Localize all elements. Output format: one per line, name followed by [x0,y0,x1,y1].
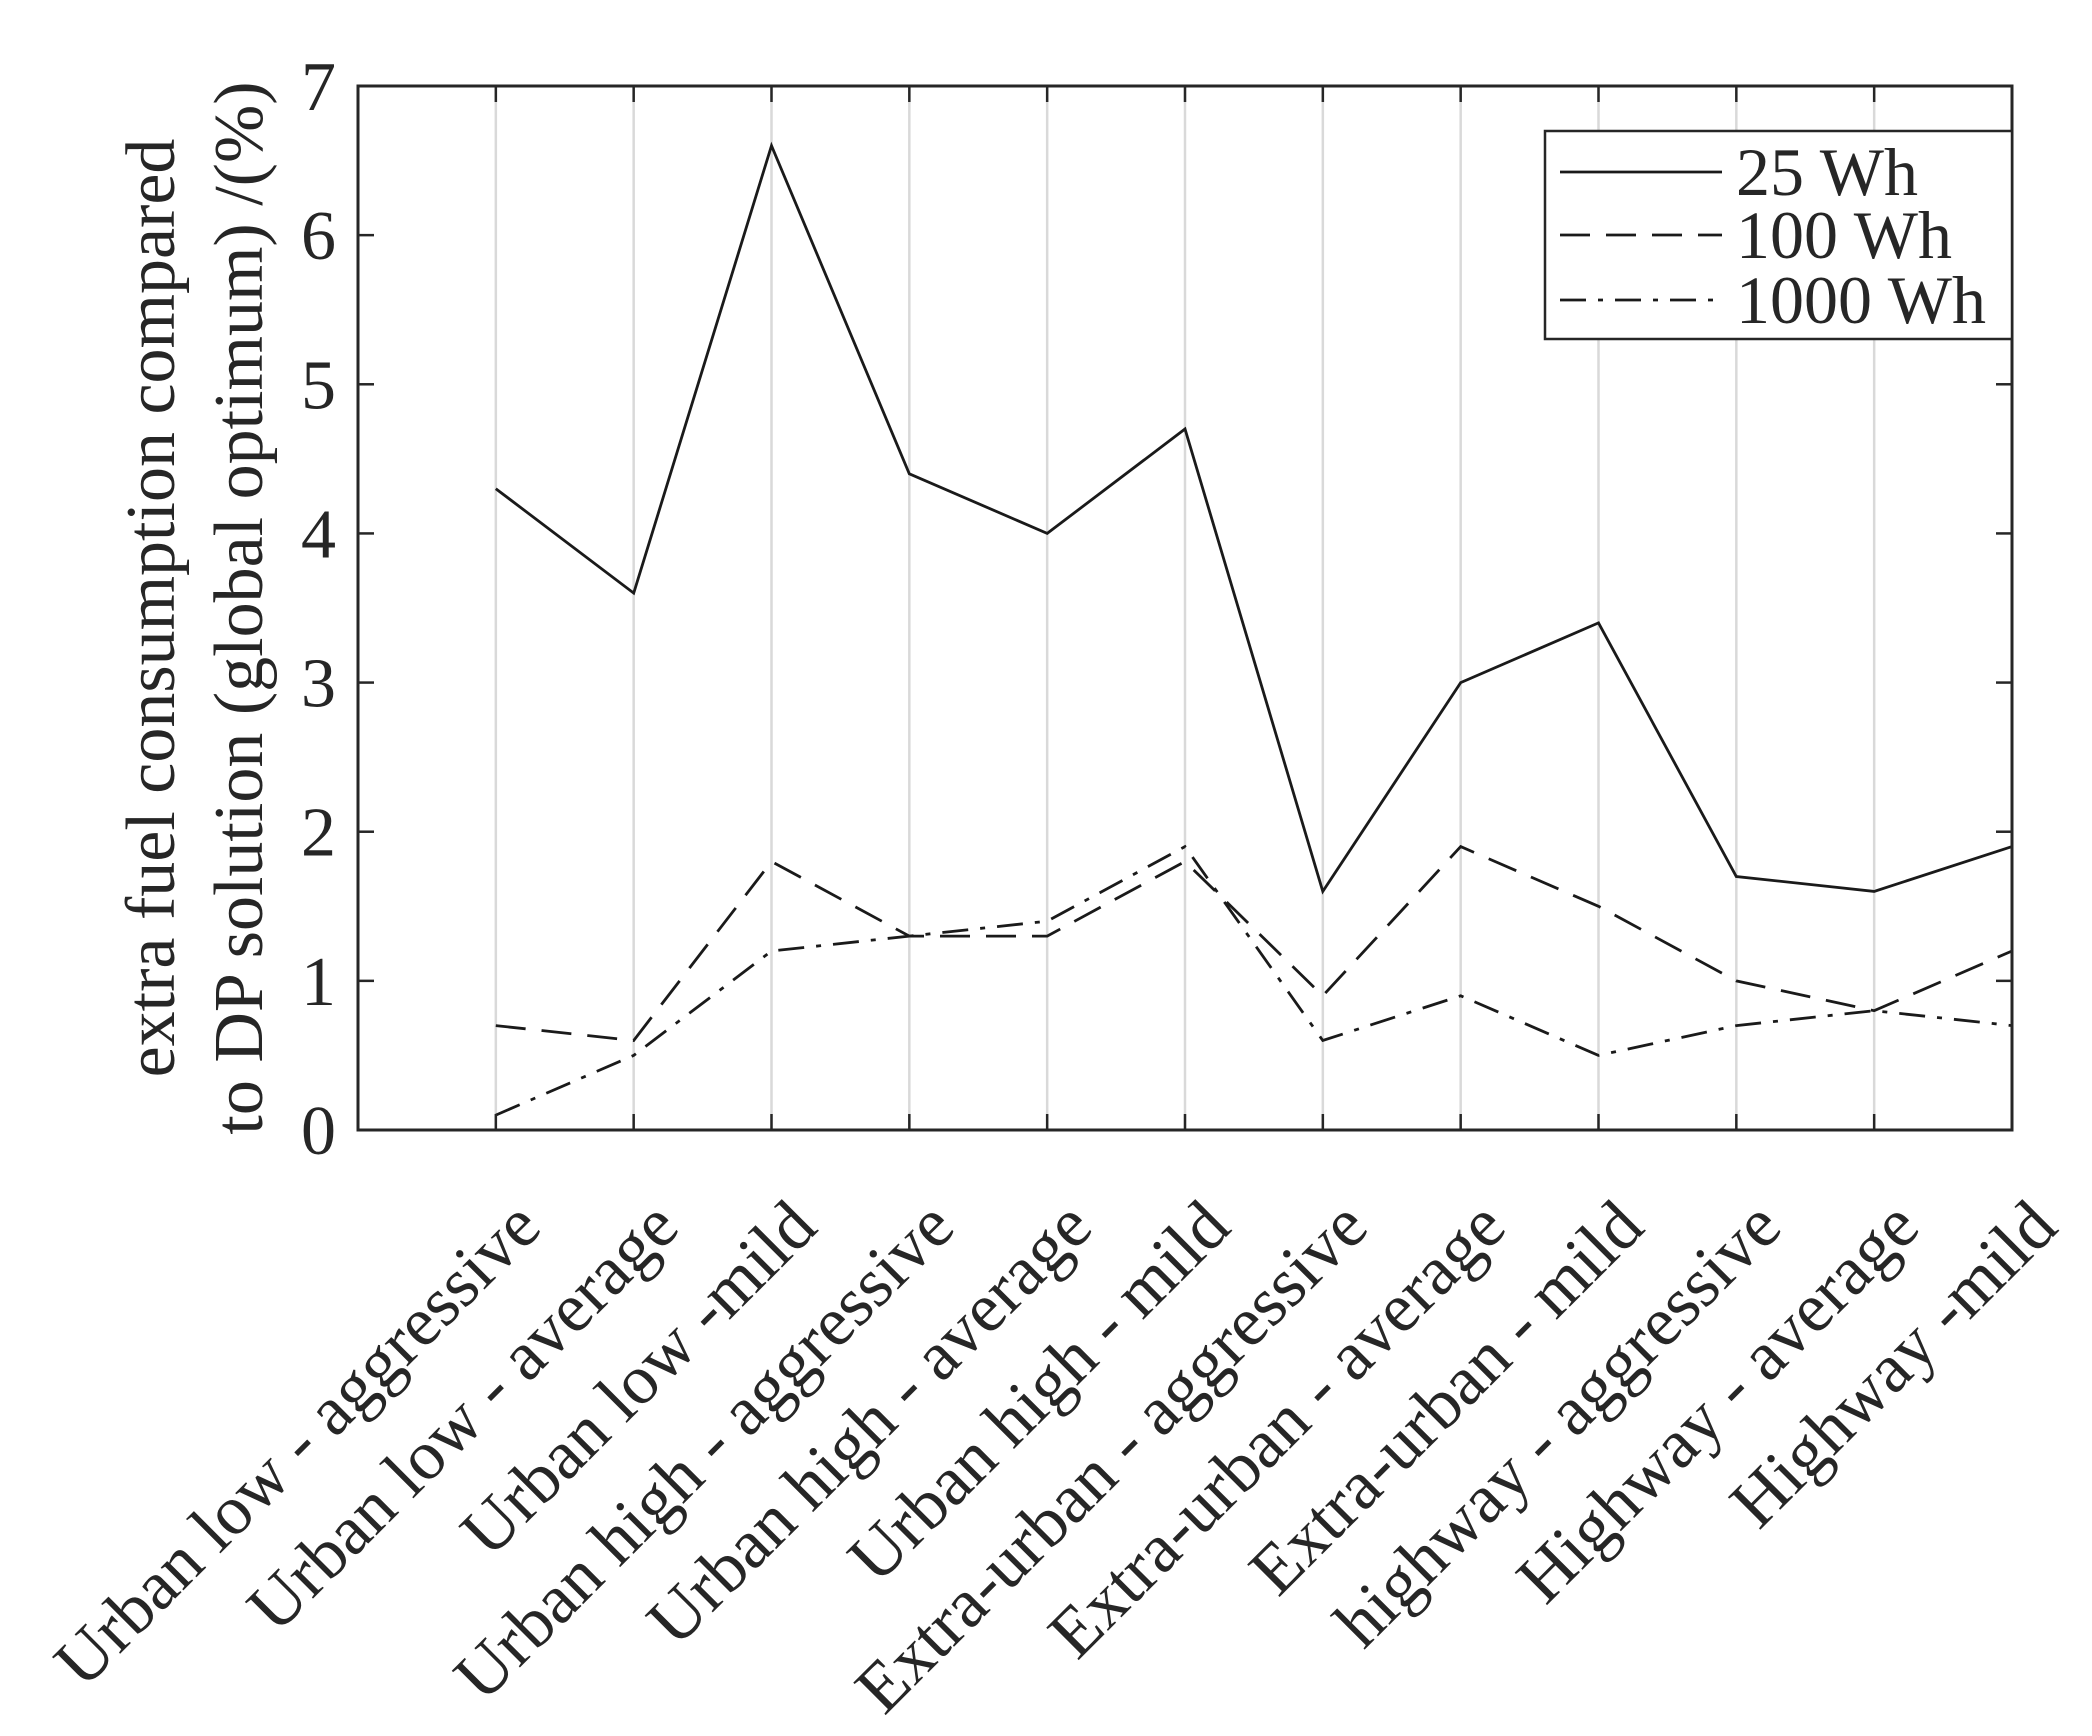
legend-label: 25 Wh [1736,134,1918,210]
y-tick-label-3: 3 [301,646,336,723]
series-line-1000-wh [495,844,2013,1117]
y-tick-label-4: 4 [301,496,336,573]
legend-item-100-wh: 100 Wh [1560,197,1952,273]
legend-label: 100 Wh [1736,197,1952,273]
y-axis-label-line-1: extra fuel consumption compared [113,139,190,1078]
y-tick-label-6: 6 [301,198,336,275]
y-tick-label-0: 0 [301,1093,336,1170]
y-tick-label-1: 1 [301,944,336,1021]
y-tick-label-2: 2 [301,795,336,872]
y-axis-label-line-2: to DP solution (global optimum) /(%) [201,81,278,1134]
legend-item-25-wh: 25 Wh [1560,134,1918,210]
series-line-100-wh [495,844,2013,1042]
y-tick-label-7: 7 [301,49,336,126]
legend-item-1000-wh: 1000 Wh [1560,262,1986,338]
legend-label: 1000 Wh [1736,262,1986,338]
series-lines [494,141,2013,1117]
y-tick-labels: 0 1 2 3 4 5 6 7 [301,49,336,1170]
series-line-25-wh [494,141,2013,895]
axis-ticks [358,84,2014,1132]
y-axis-label: extra fuel consumption compared to DP so… [113,81,278,1134]
y-tick-label-5: 5 [301,347,336,424]
